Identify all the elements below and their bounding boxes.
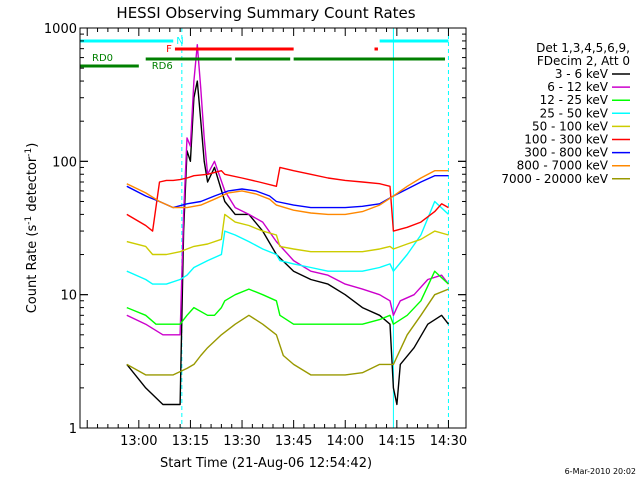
y-axis-label-part: detector — [25, 156, 40, 216]
legend-entry-label: 3 - 6 keV — [555, 67, 609, 81]
series-line — [126, 270, 449, 325]
series-line — [126, 80, 450, 406]
x-tick-label: 13:45 — [275, 434, 312, 449]
legend: Det 1,3,4,5,6,9, FDecim 2, Att 0 3 - 6 k… — [501, 41, 630, 186]
y-tick-label: 100 — [52, 155, 77, 170]
x-tick-label: 14:30 — [430, 434, 467, 449]
y-axis-label-part: ) — [25, 143, 40, 148]
chart-title: HESSI Observing Summary Count Rates — [116, 4, 415, 22]
y-tick-label: 1000 — [44, 22, 77, 37]
series-line — [126, 166, 449, 232]
series-line — [126, 174, 449, 209]
x-axis: 13:00 13:15 13:30 13:45 14:00 14:15 14:30 — [86, 28, 467, 449]
legend-entry-label: 100 - 300 keV — [524, 133, 608, 147]
legend-entry-label: 12 - 25 keV — [540, 93, 609, 107]
legend-entry-label: 300 - 800 keV — [524, 146, 608, 160]
legend-entry-label: 800 - 7000 keV — [517, 159, 609, 173]
legend-entry-label: 7000 - 20000 keV — [501, 172, 608, 186]
x-tick-label: 14:15 — [378, 434, 415, 449]
series-line — [126, 288, 449, 376]
y-axis-label-sup: -1 — [24, 216, 34, 225]
x-tick-label: 14:00 — [327, 434, 364, 449]
legend-entry-label: 6 - 12 keV — [547, 80, 609, 94]
y-axis-label-sup: -1 — [24, 148, 34, 157]
annotation-label: RD6 — [152, 61, 173, 72]
annotation-label: RD0 — [92, 53, 113, 64]
series-line — [126, 200, 449, 285]
footer-timestamp: 6-Mar-2010 20:02 — [565, 467, 636, 476]
legend-header-line: FDecim 2, Att 0 — [537, 54, 630, 68]
x-tick-label: 13:30 — [223, 434, 260, 449]
plot-data-group: NF RD0 RD6 — [80, 28, 450, 428]
annotation-label: N — [176, 36, 183, 47]
plot-frame — [79, 27, 467, 429]
series-group: NF RD0 RD6 — [80, 28, 450, 428]
series-line — [126, 169, 449, 216]
annotation-label: F — [166, 44, 172, 55]
legend-entry-label: 25 - 50 keV — [540, 106, 609, 120]
y-tick-label: 10 — [60, 289, 77, 304]
y-axis-label-part: Count Rate (s — [25, 225, 40, 314]
x-axis-label: Start Time (21-Aug-06 12:54:42) — [160, 456, 372, 471]
legend-entry-label: 50 - 100 keV — [532, 119, 609, 133]
y-axis: 1 10 100 1000 — [44, 22, 466, 437]
x-tick-label: 13:00 — [120, 434, 157, 449]
series-line — [126, 213, 449, 256]
legend-header-line: Det 1,3,4,5,6,9, — [536, 41, 630, 55]
y-axis-label: Count Rate (s-1 detector-1) — [24, 143, 40, 314]
series-line — [126, 44, 450, 336]
y-tick-label: 1 — [69, 422, 77, 437]
x-tick-label: 13:15 — [172, 434, 209, 449]
